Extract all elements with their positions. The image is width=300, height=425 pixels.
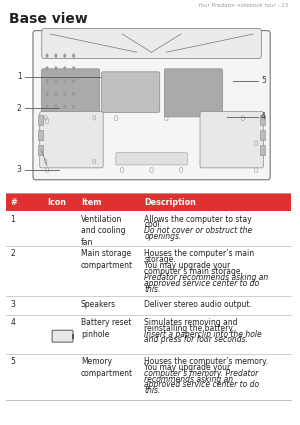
Circle shape [63,54,66,58]
Text: Battery reset
pinhole: Battery reset pinhole [81,318,131,339]
Text: recommends asking an: recommends asking an [144,374,233,384]
Bar [38,130,43,140]
Circle shape [55,92,57,96]
Text: Your Predator notebook tour - 13: Your Predator notebook tour - 13 [198,3,288,8]
Circle shape [55,105,57,109]
Text: computer’s memory. Predator: computer’s memory. Predator [144,369,259,378]
Bar [72,334,74,339]
Circle shape [46,54,49,58]
Text: Allows the computer to stay: Allows the computer to stay [144,215,252,224]
Text: You may upgrade your: You may upgrade your [144,261,230,270]
Text: computer’s main storage.: computer’s main storage. [144,267,243,276]
Text: Item: Item [81,198,101,207]
Text: 1: 1 [10,215,15,224]
Text: Houses the computer’s main: Houses the computer’s main [144,249,254,258]
Circle shape [63,92,66,96]
Text: and press for four seconds.: and press for four seconds. [144,335,248,345]
Bar [38,144,43,155]
FancyBboxPatch shape [164,69,223,117]
Text: 2: 2 [10,249,15,258]
Text: 3: 3 [10,300,15,309]
Circle shape [55,54,57,58]
Bar [6,246,291,296]
Circle shape [63,79,66,83]
Circle shape [72,92,75,96]
Text: openings.: openings. [144,232,182,241]
FancyBboxPatch shape [52,330,73,342]
Text: Do not cover or obstruct the: Do not cover or obstruct the [144,227,253,235]
Text: approved service center to do: approved service center to do [144,279,259,288]
Circle shape [55,79,57,83]
FancyBboxPatch shape [40,112,103,168]
Text: reinstalling the battery.: reinstalling the battery. [144,324,234,333]
Circle shape [46,105,49,109]
Text: storage.: storage. [144,255,176,264]
Text: this.: this. [144,386,160,395]
FancyBboxPatch shape [41,69,100,117]
Circle shape [55,66,57,71]
Text: Simulates removing and: Simulates removing and [144,318,238,327]
Text: Insert a paperclip into the hole: Insert a paperclip into the hole [144,330,262,339]
Text: approved service center to do: approved service center to do [144,380,259,389]
Bar [6,314,291,354]
Circle shape [63,66,66,71]
Text: You may upgrade your: You may upgrade your [144,363,230,372]
Bar [6,193,291,211]
Text: cool.: cool. [144,221,162,230]
Text: Houses the computer’s memory.: Houses the computer’s memory. [144,357,268,366]
Text: this.: this. [144,285,160,294]
Text: 4: 4 [261,112,266,122]
Circle shape [46,79,49,83]
Text: 4: 4 [10,318,15,327]
Bar [260,115,265,125]
Bar [6,211,291,246]
Text: Predator recommends asking an: Predator recommends asking an [144,273,268,282]
Text: Deliver stereo audio output.: Deliver stereo audio output. [144,300,252,309]
Circle shape [63,105,66,109]
Bar [6,296,291,314]
Bar [38,115,43,125]
Text: 1: 1 [17,72,22,81]
Text: Base view: Base view [9,12,88,26]
Bar [260,144,265,155]
FancyBboxPatch shape [102,72,160,113]
Text: 5: 5 [261,76,266,85]
Text: Speakers: Speakers [81,300,116,309]
Circle shape [72,79,75,83]
Text: Memory
compartment: Memory compartment [81,357,133,378]
Circle shape [46,66,49,71]
Circle shape [72,105,75,109]
Bar [260,130,265,140]
FancyBboxPatch shape [200,112,263,168]
FancyBboxPatch shape [42,28,261,59]
FancyBboxPatch shape [33,31,270,180]
Text: Ventilation
and cooling
fan: Ventilation and cooling fan [81,215,125,247]
Text: #: # [10,198,17,207]
Text: 2: 2 [17,104,22,113]
Text: 5: 5 [10,357,15,366]
Circle shape [72,54,75,58]
Text: 3: 3 [17,165,22,175]
FancyBboxPatch shape [116,153,187,165]
Circle shape [46,92,49,96]
Text: Description: Description [144,198,196,207]
Text: Main storage
compartment: Main storage compartment [81,249,133,270]
Circle shape [72,66,75,71]
Text: Icon: Icon [47,198,66,207]
Bar [6,354,291,399]
